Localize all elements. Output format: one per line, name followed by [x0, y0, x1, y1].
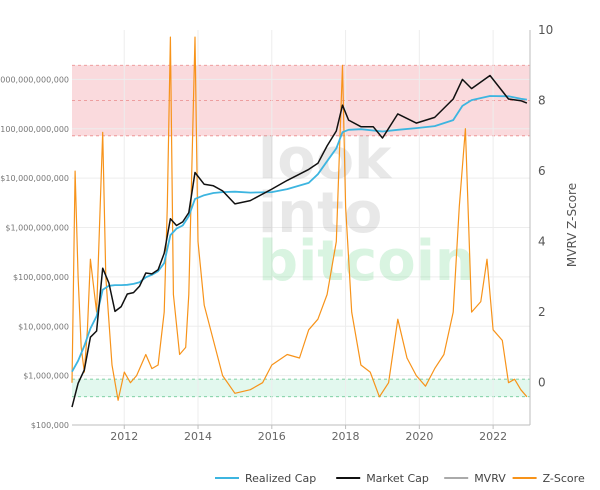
axes-layer: $100,000 $1,000,000 $10,000,000 $100,000,00…	[0, 23, 553, 443]
undervalued-band	[72, 379, 530, 397]
x-tick-label: 2014	[184, 430, 212, 443]
legend-item-market-cap[interactable]: Market Cap	[336, 472, 429, 485]
y-left-tick-label: $1,000,000	[23, 372, 69, 381]
y-right-tick-label: 10	[538, 23, 553, 37]
grid-layer	[72, 30, 530, 426]
series-market-cap-line	[71, 74, 528, 408]
y-axis-right-title: MVRV Z-Score	[565, 183, 579, 267]
series-z-score-line	[71, 36, 528, 401]
series-realized-cap-line	[71, 95, 528, 373]
y-left-tick-label: $10,000,000,000	[0, 174, 69, 183]
watermark-line-3: bitcoin	[258, 229, 475, 294]
bands-layer	[72, 64, 530, 398]
legend-label: MVRV	[474, 472, 506, 485]
y-left-tick-label: $10,000,000	[18, 322, 69, 331]
y-left-tick-label: 1,000,000,000,000	[0, 75, 69, 84]
watermark-line-1: look	[258, 127, 393, 192]
y-left-tick-label: $100,000,000,000	[0, 125, 69, 134]
y-right-tick-label: 4	[538, 235, 546, 249]
legend-item-mvrv[interactable]: MVRV	[444, 472, 506, 485]
legend-item-z-score[interactable]: Z-Score	[512, 472, 585, 485]
y-right-tick-label: 6	[538, 164, 546, 178]
x-tick-label: 2022	[479, 430, 507, 443]
x-tick-label: 2020	[405, 430, 433, 443]
x-tick-label: 2018	[332, 430, 360, 443]
legend-label: Realized Cap	[245, 472, 316, 485]
legend: Realized Cap Market Cap MVRV Z-Score	[215, 472, 585, 485]
legend-label: Z-Score	[543, 472, 585, 485]
watermark: look into bitcoin	[258, 127, 475, 294]
x-tick-label: 2012	[110, 430, 138, 443]
y-right-tick-label: 2	[538, 305, 546, 319]
legend-label: Market Cap	[366, 472, 429, 485]
watermark-line-2: into	[258, 181, 382, 246]
series-layer	[71, 36, 528, 408]
legend-item-realized-cap[interactable]: Realized Cap	[215, 472, 316, 485]
y-right-tick-label: 0	[538, 376, 546, 390]
x-tick-label: 2016	[258, 430, 286, 443]
y-right-tick-label: 8	[538, 94, 546, 108]
y-left-tick-label: $100,000,000	[13, 273, 69, 282]
y-left-tick-label: $100,000	[31, 421, 69, 430]
y-left-tick-label: $1,000,000,000	[5, 224, 69, 233]
